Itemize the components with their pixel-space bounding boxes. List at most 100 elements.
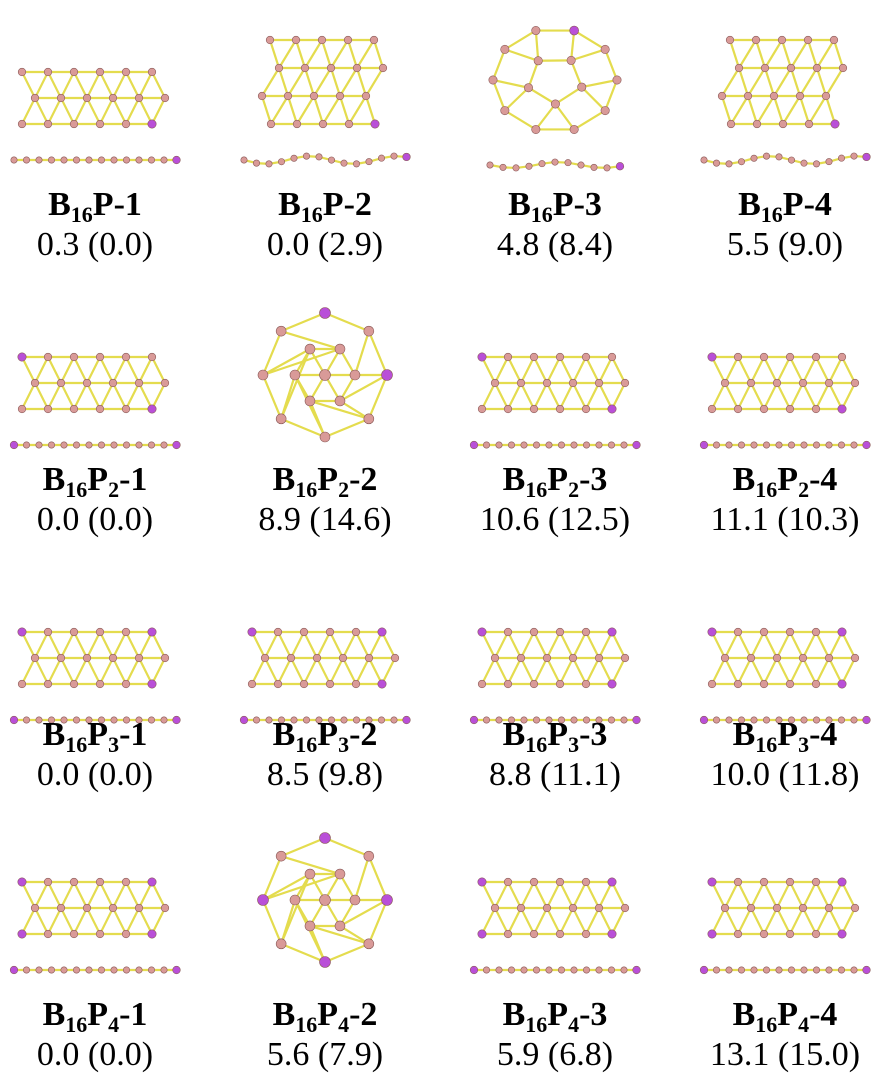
isomer-index: -2 <box>349 461 377 498</box>
element-symbol: B <box>503 716 526 753</box>
boron-atom <box>83 94 91 102</box>
boron-atom <box>18 120 26 128</box>
boron-atom <box>770 92 778 100</box>
boron-atom <box>276 851 286 861</box>
boron-atom <box>753 120 761 128</box>
boron-atom <box>504 878 512 886</box>
boron-atom <box>326 680 334 688</box>
boron-atom <box>571 442 577 448</box>
subscript: 4 <box>798 1012 809 1037</box>
isomer-label: B16P2-4 <box>690 460 880 500</box>
phosphorus-atom <box>708 353 716 361</box>
subscript: 16 <box>301 202 323 227</box>
boron-atom <box>556 680 564 688</box>
boron-atom <box>734 878 742 886</box>
phosphorus-atom <box>838 405 846 413</box>
subscript: 16 <box>755 1012 777 1037</box>
subscript: 16 <box>295 732 317 757</box>
boron-atom <box>601 45 609 53</box>
phosphorus-atom <box>608 680 616 688</box>
boron-atom <box>98 442 104 448</box>
isomer-index: -1 <box>119 716 147 753</box>
element-symbol: B <box>48 186 71 223</box>
phosphorus-atom <box>616 162 624 170</box>
boron-atom <box>478 405 486 413</box>
boron-atom <box>161 94 169 102</box>
phosphorus-atom <box>320 308 331 319</box>
boron-atom <box>751 442 757 448</box>
boron-atom <box>301 64 309 72</box>
boron-atom <box>287 654 295 662</box>
boron-atom <box>532 26 540 34</box>
boron-atom <box>328 157 334 163</box>
relative-energy: 0.0 (0.0) <box>0 755 190 795</box>
boron-atom <box>813 161 819 167</box>
boron-atom <box>569 654 577 662</box>
isomer-index: -4 <box>809 716 837 753</box>
boron-atom <box>851 654 859 662</box>
phosphorus-atom <box>18 353 26 361</box>
boron-atom <box>543 654 551 662</box>
boron-atom <box>504 628 512 636</box>
phosphorus-atom <box>863 966 871 974</box>
boron-atom <box>73 157 79 163</box>
cluster-structure <box>230 10 420 185</box>
boron-atom <box>44 680 52 688</box>
phosphorus-atom <box>148 405 156 413</box>
boron-atom <box>73 967 79 973</box>
phosphorus-atom <box>148 680 156 688</box>
boron-atom <box>345 120 353 128</box>
element-symbol: B <box>733 461 756 498</box>
boron-atom <box>760 680 768 688</box>
boron-atom <box>851 967 857 973</box>
boron-atom <box>70 120 78 128</box>
phosphorus-atom <box>478 353 486 361</box>
boron-atom <box>734 405 742 413</box>
boron-atom <box>487 162 493 168</box>
cluster-structure <box>690 10 880 185</box>
isomer-index: -4 <box>809 996 837 1033</box>
boron-atom <box>83 379 91 387</box>
boron-atom <box>11 157 17 163</box>
isomer-index: -2 <box>344 186 372 223</box>
boron-atom <box>526 163 532 169</box>
boron-atom <box>248 680 256 688</box>
boron-atom <box>44 930 52 938</box>
boron-atom <box>292 36 300 44</box>
boron-atom <box>571 967 577 973</box>
phosphorus-atom <box>10 441 18 449</box>
boron-atom <box>379 64 387 72</box>
boron-atom <box>713 442 719 448</box>
boron-atom <box>275 64 283 72</box>
subscript: 16 <box>761 202 783 227</box>
element-symbol: B <box>273 996 296 1033</box>
boron-atom <box>290 895 300 905</box>
relative-energy: 10.0 (11.8) <box>690 755 880 795</box>
phosphorus-atom <box>570 26 579 35</box>
boron-atom <box>747 904 755 912</box>
relative-energy: 10.6 (12.5) <box>460 500 650 540</box>
boron-atom <box>305 344 315 354</box>
boron-atom <box>851 153 857 159</box>
boron-atom <box>483 967 489 973</box>
boron-atom <box>721 904 729 912</box>
boron-atom <box>838 353 846 361</box>
element-symbol: B <box>273 716 296 753</box>
boron-atom <box>539 160 545 166</box>
relative-energy: 5.5 (9.0) <box>690 225 880 265</box>
element-symbol: B <box>508 186 531 223</box>
boron-atom <box>517 379 525 387</box>
boron-atom <box>546 967 552 973</box>
subscript: 2 <box>338 477 349 502</box>
boron-atom <box>778 36 786 44</box>
boron-atom <box>596 967 602 973</box>
boron-atom <box>353 64 361 72</box>
isomer-index: -4 <box>809 461 837 498</box>
boron-atom <box>601 106 609 114</box>
boron-atom <box>786 878 794 886</box>
element-symbol: B <box>278 186 301 223</box>
boron-atom <box>504 353 512 361</box>
